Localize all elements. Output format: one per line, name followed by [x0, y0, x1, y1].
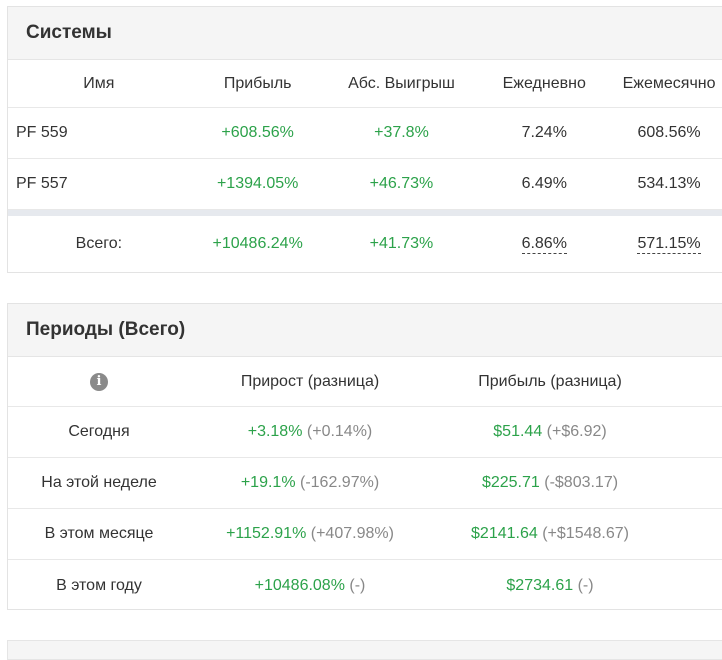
total-daily-tooltip[interactable]: 6.86%	[521, 234, 567, 254]
col-name[interactable]: Имя	[83, 74, 115, 92]
profit-value: $2141.64	[471, 525, 538, 542]
systems-column-headers: Имя Прибыль Абс. Выигрыш Ежедневно Ежеме…	[8, 60, 722, 108]
systems-panel: Системы Имя Прибыль Абс. Выигрыш Ежеднев…	[7, 6, 722, 273]
total-separator	[8, 210, 722, 216]
table-row: PF 557 +1394.05% +46.73% 6.49% 534.13%	[8, 159, 722, 210]
period-label: В этом месяце	[44, 525, 154, 542]
col-profit-diff: Прибыль (разница)	[478, 372, 622, 390]
total-row: Всего: +10486.24% +41.73% 6.86% 571.15%	[8, 216, 722, 271]
systems-title: Системы	[26, 22, 112, 43]
growth-value: +3.18%	[247, 423, 303, 440]
total-label: Всего:	[75, 234, 123, 252]
system-name-link[interactable]: PF 559	[16, 124, 68, 141]
table-row: В этом году +10486.08% (-) $2734.61 (-)	[8, 560, 722, 611]
profit-value: $2734.61	[506, 576, 574, 594]
monthly-value: 534.13%	[637, 175, 701, 192]
systems-header: Системы	[8, 7, 722, 60]
growth-value: +10486.08%	[254, 576, 345, 594]
periods-column-headers: i Прирост (разница) Прибыль (разница)	[8, 357, 722, 407]
table-row: PF 559 +608.56% +37.8% 7.24% 608.56%	[8, 108, 722, 159]
growth-value: +1152.91%	[226, 525, 307, 542]
daily-value: 6.49%	[521, 175, 567, 192]
col-daily[interactable]: Ежедневно	[502, 74, 586, 92]
abs-gain-value: +37.8%	[374, 124, 429, 141]
col-monthly[interactable]: Ежемесячно	[622, 74, 716, 92]
next-panel-header	[7, 640, 722, 660]
info-icon[interactable]: i	[90, 373, 108, 391]
growth-value: +19.1%	[240, 474, 296, 491]
profit-diff: (-$803.17)	[544, 474, 619, 491]
period-label: На этой неделе	[41, 474, 157, 491]
periods-header: Периоды (Всего)	[8, 304, 722, 357]
periods-title: Периоды (Всего)	[26, 319, 186, 340]
growth-diff: (+0.14%)	[306, 423, 373, 440]
monthly-value: 608.56%	[637, 124, 701, 141]
profit-diff: (-)	[577, 576, 594, 594]
profit-value: $51.44	[493, 423, 543, 440]
col-profit[interactable]: Прибыль	[223, 74, 292, 92]
table-row: На этой неделе +19.1% (-162.97%) $225.71…	[8, 458, 722, 509]
total-monthly-tooltip[interactable]: 571.15%	[637, 234, 701, 254]
col-abs-gain[interactable]: Абс. Выигрыш	[348, 74, 455, 92]
profit-diff: (+$1548.67)	[542, 525, 629, 542]
table-row: В этом месяце +1152.91% (+407.98%) $2141…	[8, 509, 722, 560]
daily-value: 7.24%	[521, 124, 567, 141]
periods-panel: Периоды (Всего) i Прирост (разница) Приб…	[7, 303, 722, 610]
period-label: В этом году	[56, 576, 142, 594]
growth-diff: (-)	[349, 576, 366, 594]
total-profit: +10486.24%	[212, 234, 303, 252]
growth-diff: (+407.98%)	[310, 525, 394, 542]
profit-diff: (+$6.92)	[546, 423, 607, 440]
profit-value: +608.56%	[221, 124, 294, 141]
system-name-link[interactable]: PF 557	[16, 175, 68, 192]
total-abs-gain: +41.73%	[369, 234, 434, 252]
col-growth: Прирост (разница)	[240, 372, 380, 390]
period-label: Сегодня	[68, 423, 130, 440]
table-row: Сегодня +3.18% (+0.14%) $51.44 (+$6.92)	[8, 407, 722, 458]
growth-diff: (-162.97%)	[300, 474, 380, 491]
profit-value: $225.71	[481, 474, 540, 491]
profit-value: +1394.05%	[216, 175, 299, 192]
abs-gain-value: +46.73%	[369, 175, 434, 192]
